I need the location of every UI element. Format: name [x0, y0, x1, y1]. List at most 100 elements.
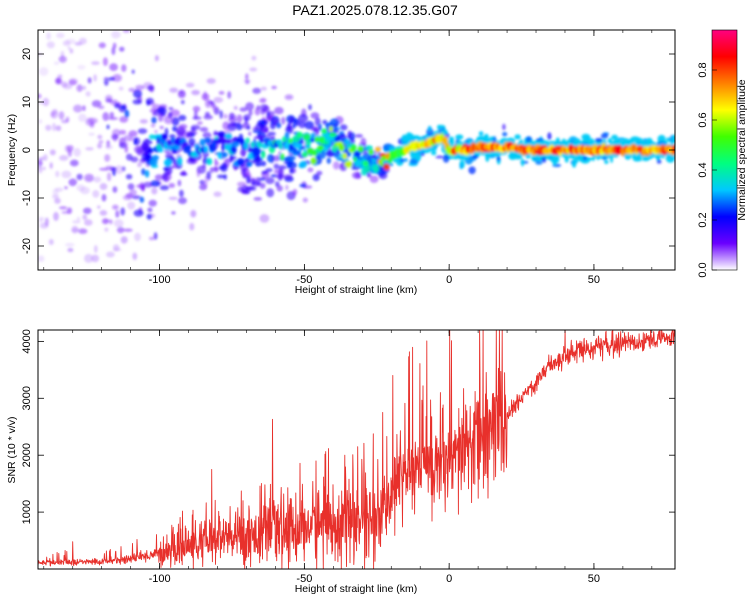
- spectrogram-ridge-cell: [160, 133, 168, 141]
- spectrogram-cell: [502, 123, 506, 131]
- spectrogram-cell: [190, 210, 197, 218]
- spectrogram-ridge-cell: [294, 143, 302, 149]
- spectrogram-cell: [334, 123, 338, 128]
- spectrogram-cell: [249, 67, 258, 72]
- colorbar-label: Normalized spectral amplitude: [736, 79, 748, 220]
- spectrogram-cell: [93, 176, 102, 183]
- spectrogram-ridge-cell: [321, 128, 327, 135]
- spectrogram-cell: [270, 174, 278, 178]
- spectrogram-cell: [104, 154, 111, 162]
- spectrogram-cell: [431, 150, 437, 156]
- spectrogram-cell: [65, 38, 76, 45]
- spectrogram-cell: [289, 168, 297, 174]
- spectrogram-ridge-cell: [302, 133, 311, 141]
- spectrogram-cell: [71, 228, 81, 232]
- x-tick-label: 0: [446, 274, 452, 286]
- spectrogram-cell: [154, 174, 164, 181]
- spectrogram-cell: [123, 228, 133, 232]
- spectrogram-cell: [285, 184, 289, 191]
- spectrogram-cell: [108, 77, 115, 81]
- spectrogram-cell: [97, 143, 103, 149]
- spectrogram-cell: [55, 125, 62, 131]
- spectrogram-cell: [67, 247, 74, 253]
- spectrogram-cell: [288, 116, 295, 123]
- spectrogram-cell: [192, 105, 201, 113]
- spectrogram-ridge-cell: [243, 142, 249, 150]
- spectrogram-cell: [316, 170, 323, 176]
- spectrogram-cell: [259, 182, 266, 189]
- spectrogram-cell: [168, 196, 178, 200]
- spectrogram-cell: [136, 147, 143, 156]
- spectrogram-cell: [299, 145, 306, 150]
- spectrogram-cell: [111, 134, 119, 140]
- spectrogram-cell: [111, 30, 121, 39]
- spectrogram-cell: [284, 94, 294, 100]
- spectrogram-cell: [145, 138, 150, 142]
- spectrogram-cell: [427, 125, 432, 132]
- spectrogram-cell: [133, 89, 142, 98]
- spectrogram-ridge-cell: [177, 157, 183, 165]
- spectrogram-ridge-cell: [368, 148, 374, 156]
- spectrogram-cell: [148, 236, 155, 241]
- spectrogram-cell: [85, 91, 91, 97]
- spectrogram-cell: [122, 103, 127, 109]
- spectrogram-cell: [219, 110, 223, 119]
- spectrogram-cell: [72, 220, 81, 224]
- spectrogram-ridge-cell: [221, 143, 226, 152]
- spectrogram-cell: [51, 194, 60, 199]
- spectrogram-cell: [378, 171, 388, 180]
- spectrogram-cell: [188, 138, 196, 146]
- spectrogram-cell: [255, 122, 264, 131]
- spectrogram-cell: [145, 97, 154, 105]
- x-tick-label: 50: [588, 274, 600, 286]
- spectrogram-cell: [179, 189, 184, 198]
- spectrogram-cell: [205, 99, 212, 108]
- spectrogram-cell: [112, 204, 119, 210]
- spectrogram-cell: [287, 161, 298, 169]
- spectrogram-cell: [442, 154, 450, 163]
- spectrogram-cell: [253, 197, 263, 201]
- spectrogram-cell: [87, 77, 92, 84]
- spectrogram-cell: [437, 124, 441, 130]
- spectrogram-cell: [552, 156, 557, 166]
- spectrogram-ridge-cell: [147, 148, 154, 154]
- spectrogram-cell: [246, 175, 251, 184]
- spectrogram-cell: [484, 152, 492, 158]
- x-tick-label: 50: [588, 573, 600, 585]
- spectrogram-cell: [65, 116, 70, 123]
- spectrogram-cell: [60, 81, 68, 87]
- spectrogram-cell: [91, 61, 100, 65]
- spectrogram-cell: [216, 174, 226, 179]
- spectrogram-cell: [455, 134, 464, 140]
- spectrogram-cell: [248, 109, 253, 116]
- spectrogram-ridge-cell: [280, 153, 285, 161]
- spectrogram-cell: [213, 130, 218, 137]
- spectrogram-cell: [129, 189, 137, 197]
- spectrogram-ridge-cell: [214, 138, 222, 144]
- spectrogram-cell: [68, 78, 79, 86]
- spectrogram-cell: [82, 105, 86, 112]
- spectrogram-cell: [99, 183, 108, 190]
- spectrogram-cell: [91, 254, 100, 263]
- spectrogram-cell: [114, 165, 124, 175]
- spectrogram-cell: [611, 134, 618, 140]
- spectrogram-cell: [67, 46, 71, 50]
- spectrogram-cell: [299, 183, 307, 188]
- spectrogram-cell: [153, 232, 158, 240]
- spectrogram-cell: [259, 177, 266, 181]
- spectrogram-cell: [203, 114, 213, 120]
- spectrogram-ridge-cell: [158, 147, 164, 153]
- spectrogram-cell: [45, 124, 52, 131]
- spectrogram-cell: [229, 112, 235, 120]
- spectrogram-cell: [314, 117, 321, 126]
- y-tick-label: 20: [21, 48, 33, 60]
- spectrogram-cell: [104, 227, 109, 232]
- spectrogram-cell: [273, 163, 279, 170]
- spectrogram-cell: [83, 207, 92, 214]
- spectrogram-cell: [180, 100, 185, 105]
- spectrogram-cell: [109, 219, 113, 225]
- spectrogram-cell: [93, 74, 97, 82]
- spectrogram-cell: [253, 136, 260, 140]
- spectrogram-y-tick-labels: 20 10 0 -10 -20: [21, 48, 33, 254]
- spectrogram-cell: [181, 170, 187, 176]
